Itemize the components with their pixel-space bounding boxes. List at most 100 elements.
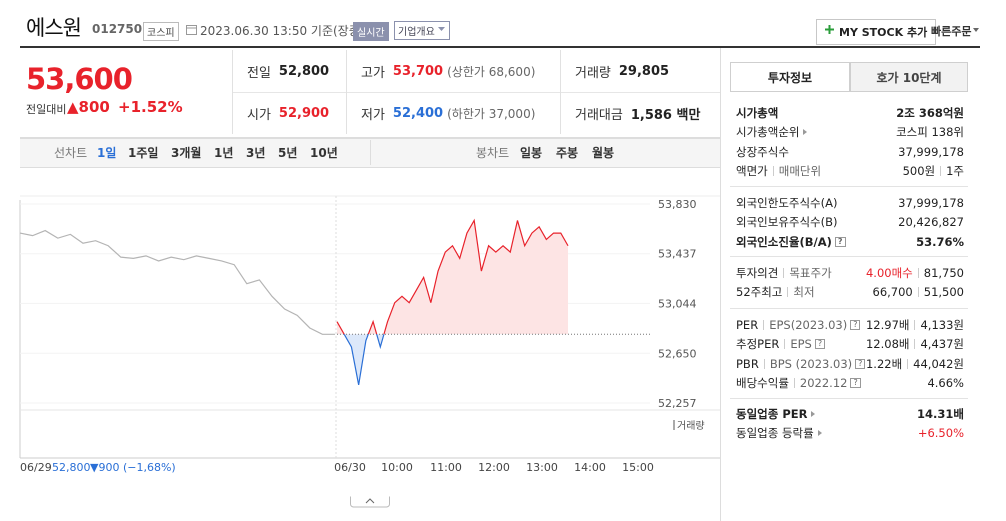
quote-value: 1,586 백만	[630, 107, 701, 123]
x-tick-label: 13:00	[526, 461, 558, 474]
info-label: 외국인한도주식수(A)	[736, 195, 837, 211]
x-tick-label: 14:00	[574, 461, 606, 474]
change-label: 전일대비	[26, 103, 67, 116]
quote-label: 시가	[247, 107, 271, 123]
collapse-tab[interactable]	[350, 496, 390, 508]
info-label: PER EPS(2023.03)?	[736, 317, 861, 332]
prev-day-line	[19, 229, 335, 335]
info-value: 20,426,827	[898, 215, 964, 229]
info-row: 외국인소진율(B/A)? 53.76%	[736, 232, 964, 251]
info-value: 14.31배	[917, 406, 964, 422]
label-part: PBR	[736, 356, 759, 371]
period-tab[interactable]: 1년	[214, 146, 234, 160]
label-part: 동일업종 PER	[736, 406, 808, 421]
label-part: 2022.12	[799, 376, 848, 390]
label-part: 투자의견	[736, 265, 779, 280]
realtime-badge[interactable]: 실시간	[353, 22, 389, 41]
separator	[783, 267, 785, 278]
separator	[917, 267, 919, 278]
value-part: 37,999,178	[898, 144, 964, 159]
arrow-icon	[803, 129, 808, 135]
prev-summary: 52,800	[52, 461, 91, 474]
quote-label: 고가	[361, 65, 385, 81]
value-part: 코스피 138위	[896, 125, 964, 139]
period-tab[interactable]: 10년	[310, 146, 338, 160]
quote-value: 52,800	[278, 63, 330, 79]
value-part: 44,042원	[913, 356, 964, 371]
info-label: 시가총액	[736, 105, 778, 121]
period-tab[interactable]: 3년	[246, 146, 266, 160]
info-row: 동일업종 PER 14.31배	[736, 404, 964, 423]
help-icon[interactable]: ?	[834, 236, 846, 247]
x-tick-label: 10:00	[381, 461, 413, 474]
info-tab[interactable]: 투자정보	[730, 62, 850, 92]
value-part: 500원	[902, 164, 936, 178]
prev-summary: ▼900 (−1,68%)	[90, 461, 176, 474]
x-tick-label: 15:00	[622, 461, 654, 474]
value-part: +6.50%	[917, 426, 964, 440]
info-label: 투자의견 목표주가	[736, 265, 832, 281]
period-tab[interactable]: 1일	[97, 146, 117, 160]
help-icon[interactable]: ?	[850, 319, 861, 330]
label-part: 시가총액	[736, 105, 779, 120]
help-icon[interactable]: ?	[855, 358, 866, 369]
info-tab[interactable]: 호가 10단계	[850, 62, 968, 92]
x-tick-label: 11:00	[430, 461, 462, 474]
candle-tab[interactable]: 주봉	[556, 146, 579, 160]
info-value: 37,999,178	[898, 196, 964, 210]
info-value: 53.76%	[916, 235, 964, 249]
help-icon[interactable]: ?	[814, 339, 826, 349]
quote-cell: 시가 52,900	[232, 92, 346, 134]
info-value: 12.08배 4,437원	[866, 336, 964, 352]
separator	[763, 358, 765, 369]
change-rate: +1.52%	[118, 98, 183, 116]
up-area	[337, 220, 568, 335]
separator	[763, 319, 765, 330]
quote-note: (하한가 37,000)	[447, 106, 536, 121]
quote-note: (상한가 68,600)	[447, 64, 536, 79]
info-value: 12.97배 4,133원	[866, 317, 964, 333]
x-tick-label: 06/30	[334, 461, 366, 474]
separator	[730, 186, 968, 187]
info-row: PBR BPS (2023.03)? 1.22배 44,042원	[736, 354, 964, 373]
help-icon[interactable]: ?	[850, 378, 861, 388]
separator	[914, 339, 916, 349]
quote-label: 전일	[247, 65, 271, 81]
separator	[730, 398, 968, 399]
value-part: 4,133원	[920, 317, 964, 332]
info-value: 2조 368억원	[896, 105, 964, 121]
info-value: +6.50%	[918, 426, 964, 440]
label-part: 52주최고	[736, 285, 783, 299]
candle-tab[interactable]: 일봉	[520, 146, 543, 160]
x-tick-label: 12:00	[478, 461, 510, 474]
period-tab[interactable]: 1주일	[128, 146, 159, 160]
info-label: 액면가 매매단위	[736, 163, 821, 179]
my-stock-button[interactable]: MY STOCK 추가	[816, 19, 937, 45]
period-tab[interactable]: 5년	[278, 146, 298, 160]
info-row: 액면가 매매단위 500원 1주	[736, 162, 964, 181]
info-row: 외국인보유주식수(B) 20,426,827	[736, 213, 964, 232]
info-row: 외국인한도주식수(A) 37,999,178	[736, 193, 964, 212]
label-part: PER	[736, 317, 759, 332]
separator	[787, 287, 789, 297]
label-part: 최저	[793, 285, 815, 299]
label-part: BPS (2023.03)	[769, 356, 853, 371]
company-overview[interactable]: 기업개요	[394, 21, 450, 40]
separator	[793, 378, 795, 388]
value-part: 12.97배	[865, 317, 910, 332]
value-part: 14.31배	[917, 406, 964, 421]
label-part: 배당수익률	[736, 376, 789, 390]
info-value: 500원 1주	[903, 163, 964, 179]
intraday-chart: 53,830 53,437 53,044 52,650 52,257 거래량 06/29 52…	[19, 195, 720, 474]
candle-tab[interactable]: 월봉	[592, 146, 615, 160]
stock-name: 에스원	[26, 16, 82, 40]
separator	[730, 308, 968, 309]
info-label: 배당수익률 2022.12?	[736, 375, 861, 391]
header-rule	[20, 46, 980, 48]
value-part: 20,426,827	[898, 215, 964, 229]
period-tab[interactable]: 3개월	[171, 146, 202, 160]
label-part: EPS	[790, 337, 812, 351]
separator	[784, 339, 786, 349]
quick-order[interactable]: 빠른주문	[931, 25, 972, 38]
dropdown-arrow	[973, 28, 979, 32]
